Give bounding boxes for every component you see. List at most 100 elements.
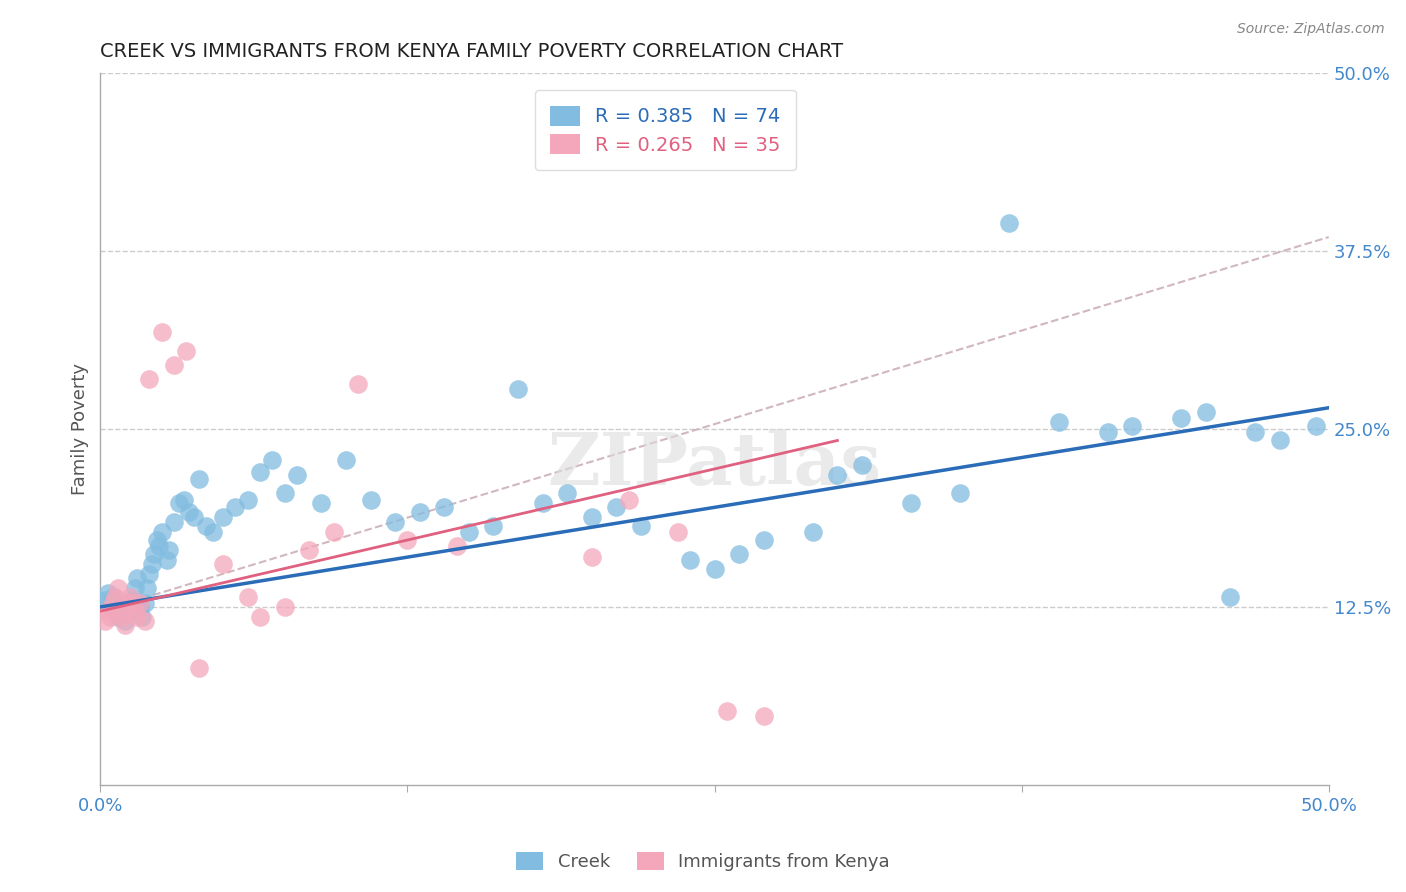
Point <box>1244 425 1267 439</box>
Point <box>249 610 271 624</box>
Text: Source: ZipAtlas.com: Source: ZipAtlas.com <box>1237 22 1385 37</box>
Point <box>752 709 775 723</box>
Point <box>482 518 505 533</box>
Point <box>134 614 156 628</box>
Point <box>173 493 195 508</box>
Point <box>801 524 824 539</box>
Point <box>262 453 284 467</box>
Point <box>150 326 173 340</box>
Point <box>117 596 139 610</box>
Point <box>1268 434 1291 448</box>
Point <box>555 486 578 500</box>
Point <box>138 372 160 386</box>
Point <box>752 533 775 547</box>
Point <box>107 610 129 624</box>
Point <box>212 510 235 524</box>
Point <box>134 596 156 610</box>
Point <box>396 533 419 547</box>
Point <box>703 561 725 575</box>
Point <box>716 704 738 718</box>
Point <box>236 493 259 508</box>
Point <box>236 590 259 604</box>
Point <box>124 604 146 618</box>
Point <box>581 550 603 565</box>
Point <box>666 524 689 539</box>
Point <box>97 604 120 618</box>
Point <box>141 558 163 572</box>
Point <box>128 596 150 610</box>
Point <box>212 558 235 572</box>
Point <box>183 510 205 524</box>
Point <box>163 358 186 372</box>
Point <box>1047 415 1070 429</box>
Point <box>581 510 603 524</box>
Point <box>118 604 141 618</box>
Point <box>630 518 652 533</box>
Point <box>143 547 166 561</box>
Point <box>949 486 972 500</box>
Point <box>97 585 120 599</box>
Point <box>156 553 179 567</box>
Point <box>998 216 1021 230</box>
Point <box>150 524 173 539</box>
Point <box>322 524 344 539</box>
Point <box>111 610 134 624</box>
Point <box>347 376 370 391</box>
Point <box>384 515 406 529</box>
Point <box>111 607 134 621</box>
Point <box>1219 590 1241 604</box>
Point <box>273 486 295 500</box>
Point <box>121 592 143 607</box>
Point <box>224 500 246 515</box>
Point <box>187 472 209 486</box>
Text: CREEK VS IMMIGRANTS FROM KENYA FAMILY POVERTY CORRELATION CHART: CREEK VS IMMIGRANTS FROM KENYA FAMILY PO… <box>100 42 844 61</box>
Point <box>311 496 333 510</box>
Point <box>94 592 117 607</box>
Point <box>101 596 124 610</box>
Point <box>127 572 149 586</box>
Point <box>148 539 170 553</box>
Point <box>409 505 432 519</box>
Point <box>163 515 186 529</box>
Point <box>1170 410 1192 425</box>
Point <box>136 582 159 596</box>
Point <box>127 610 149 624</box>
Point <box>138 567 160 582</box>
Point <box>446 539 468 553</box>
Point <box>900 496 922 510</box>
Point <box>177 505 200 519</box>
Point <box>108 604 131 618</box>
Point <box>176 343 198 358</box>
Legend: Creek, Immigrants from Kenya: Creek, Immigrants from Kenya <box>509 845 897 879</box>
Point <box>104 604 127 618</box>
Point <box>1195 405 1218 419</box>
Point <box>202 524 225 539</box>
Point <box>104 590 127 604</box>
Point <box>679 553 702 567</box>
Point <box>851 458 873 472</box>
Point <box>118 590 141 604</box>
Point <box>128 599 150 614</box>
Point <box>187 661 209 675</box>
Point <box>114 618 136 632</box>
Point <box>98 610 121 624</box>
Point <box>167 496 190 510</box>
Point <box>195 518 218 533</box>
Point <box>457 524 479 539</box>
Point <box>117 596 139 610</box>
Point <box>98 596 121 610</box>
Point <box>107 582 129 596</box>
Point <box>249 465 271 479</box>
Point <box>1097 425 1119 439</box>
Point <box>114 614 136 628</box>
Point <box>531 496 554 510</box>
Point <box>285 467 308 482</box>
Point <box>273 599 295 614</box>
Point <box>131 610 153 624</box>
Point <box>728 547 751 561</box>
Point <box>108 599 131 614</box>
Point <box>121 596 143 610</box>
Point <box>827 467 849 482</box>
Point <box>360 493 382 508</box>
Legend: R = 0.385   N = 74, R = 0.265   N = 35: R = 0.385 N = 74, R = 0.265 N = 35 <box>534 90 796 170</box>
